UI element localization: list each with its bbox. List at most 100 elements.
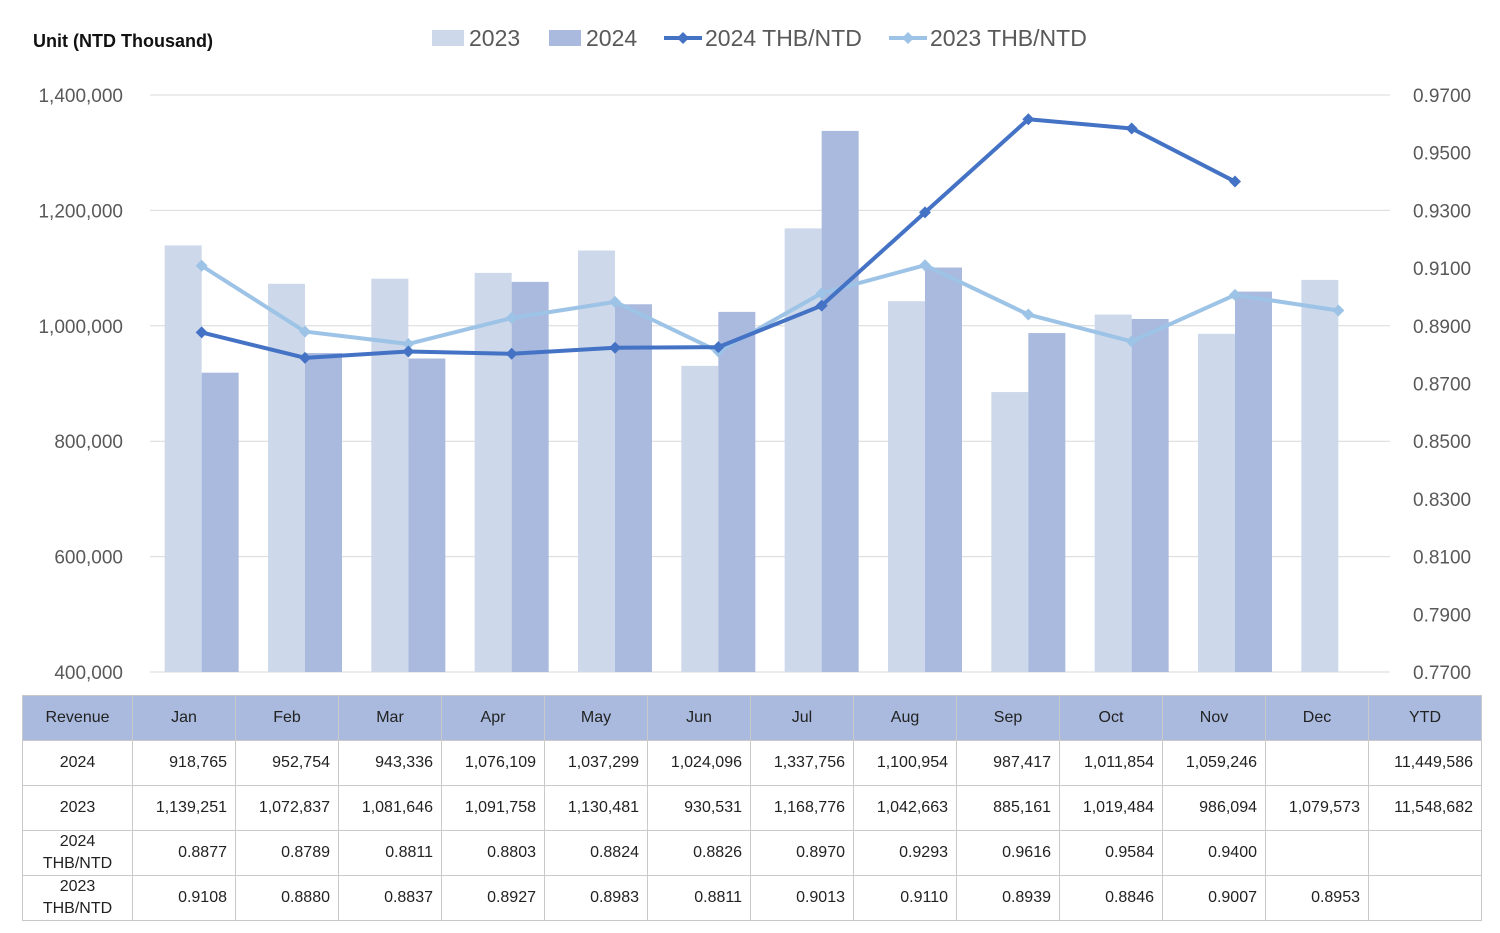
table-row-label: 2024 (22, 740, 133, 786)
table-cell: 0.9293 (853, 830, 957, 876)
table-cell: 0.8811 (338, 830, 442, 876)
bar-2023-apr (474, 272, 512, 672)
bar-2024-mar (408, 358, 446, 672)
table-cell: 0.9110 (853, 875, 957, 921)
bar-2024-nov (1235, 291, 1272, 672)
lines (195, 113, 1345, 364)
table-cell: 918,765 (132, 740, 236, 786)
bar-2024-may (615, 304, 652, 672)
table-cell: 0.8927 (441, 875, 545, 921)
table-cell: 885,161 (956, 785, 1060, 831)
table-cell: 0.8880 (235, 875, 339, 921)
left-tick-label: 400,000 (54, 663, 123, 684)
unit-label: Unit (NTD Thousand) (33, 31, 213, 51)
right-tick-label: 0.9500 (1413, 144, 1471, 165)
table-cell: 0.8789 (235, 830, 339, 876)
table-header-may: May (544, 695, 648, 741)
table-row-label: 2024 THB/NTD (22, 830, 133, 876)
marker-2023-thb-ntd (1229, 288, 1241, 301)
right-tick-label: 0.9300 (1413, 201, 1471, 222)
table-cell: 0.8970 (750, 830, 854, 876)
table-row: 2024 918,765 952,754 943,336 1,076,109 1,037,… (22, 740, 1482, 786)
table-header-revenue: Revenue (22, 695, 133, 741)
table-cell: 1,076,109 (441, 740, 545, 786)
bar-2024-jan (201, 372, 239, 672)
bar-2023-sep (991, 392, 1029, 672)
marker-2023-thb-ntd (919, 259, 931, 272)
gridlines (150, 94, 1390, 673)
legend-label-2024-thb-ntd: 2024 THB/NTD (705, 25, 862, 51)
table-cell: 1,337,756 (750, 740, 854, 786)
marker-2023-thb-ntd (299, 325, 311, 338)
bar-2024-jun (718, 311, 756, 672)
table-header-row: Revenue Jan Feb Mar Apr May Jun Jul Aug Sep Oct Nov… (22, 695, 1482, 741)
left-tick-label: 800,000 (54, 432, 123, 453)
table-cell: 1,091,758 (441, 785, 545, 831)
table-cell: 1,130,481 (544, 785, 648, 831)
line-2023-thb-ntd (200, 263, 1339, 354)
table-cell: 1,037,299 (544, 740, 648, 786)
legend-swatch-2023 (432, 30, 464, 46)
bar-2024-apr (511, 281, 549, 672)
marker-2024-thb-ntd (1125, 122, 1138, 135)
marker-2023-thb-ntd (1125, 335, 1138, 348)
legend-marker-2024-thb-ntd (677, 32, 689, 44)
table-cell: 0.8846 (1059, 875, 1163, 921)
bar-2024-feb (305, 353, 342, 672)
table-cell: 1,042,663 (853, 785, 957, 831)
marker-2023-thb-ntd (1022, 308, 1035, 321)
table-cell: 0.8953 (1265, 875, 1369, 921)
table-header-jan: Jan (132, 695, 236, 741)
marker-2024-thb-ntd (402, 345, 415, 358)
table-row-label: 2023 (22, 785, 133, 831)
table-cell: 0.8826 (647, 830, 751, 876)
table-cell: 1,059,246 (1162, 740, 1266, 786)
table-cell: 11,449,586 (1368, 740, 1482, 786)
table-cell: 1,024,096 (647, 740, 751, 786)
table-cell (1265, 740, 1369, 786)
marker-2023-thb-ntd (815, 287, 828, 300)
table-cell (1368, 830, 1482, 876)
right-tick-label: 0.7900 (1413, 605, 1471, 626)
table-cell: 0.8983 (544, 875, 648, 921)
marker-2024-thb-ntd (1022, 113, 1035, 126)
table-cell: 0.8837 (338, 875, 442, 921)
table-cell: 930,531 (647, 785, 751, 831)
table-header-oct: Oct (1059, 695, 1163, 741)
bar-2023-oct (1094, 314, 1132, 672)
table-cell: 943,336 (338, 740, 442, 786)
legend-label-2023: 2023 (469, 25, 520, 51)
marker-2024-thb-ntd (815, 299, 828, 312)
marker-2024-thb-ntd (609, 341, 621, 354)
left-tick-label: 600,000 (54, 548, 123, 569)
table-header-feb: Feb (235, 695, 339, 741)
revenue-chart: 400,000 600,000 800,000 1,000,000 1,200,000 1… (38, 25, 1471, 684)
bar-2023-feb (268, 283, 305, 672)
table-cell: 986,094 (1162, 785, 1266, 831)
bar-2023-may (578, 250, 615, 673)
table-header-ytd: YTD (1368, 695, 1482, 741)
right-tick-label: 0.8900 (1413, 317, 1471, 338)
legend-marker-2023-thb-ntd (902, 32, 914, 44)
left-tick-label: 1,400,000 (38, 86, 123, 107)
marker-2024-thb-ntd (1229, 175, 1241, 188)
table-cell: 0.8824 (544, 830, 648, 876)
bar-2023-nov (1198, 333, 1235, 672)
bar-2024-jul (821, 130, 859, 672)
legend: 2023 2024 2024 THB/NTD 2023 THB/NTD (432, 25, 1087, 51)
table-cell: 1,168,776 (750, 785, 854, 831)
left-axis: 400,000 600,000 800,000 1,000,000 1,200,000 1… (38, 86, 123, 684)
table-row-label: 2023 THB/NTD (22, 875, 133, 921)
marker-2024-thb-ntd (712, 341, 725, 354)
table-cell: 1,081,646 (338, 785, 442, 831)
table-row: 2023 THB/NTD 0.9108 0.8880 0.8837 0.8927 0.898… (22, 875, 1482, 921)
bars (164, 130, 1339, 673)
table-cell: 0.8811 (647, 875, 751, 921)
table-row: 2023 1,139,251 1,072,837 1,081,646 1,091,758… (22, 785, 1482, 831)
table-header-jun: Jun (647, 695, 751, 741)
table-cell: 1,011,854 (1059, 740, 1163, 786)
table-header-nov: Nov (1162, 695, 1266, 741)
table-header-apr: Apr (441, 695, 545, 741)
table-cell: 0.8803 (441, 830, 545, 876)
bar-2023-mar (371, 278, 409, 672)
